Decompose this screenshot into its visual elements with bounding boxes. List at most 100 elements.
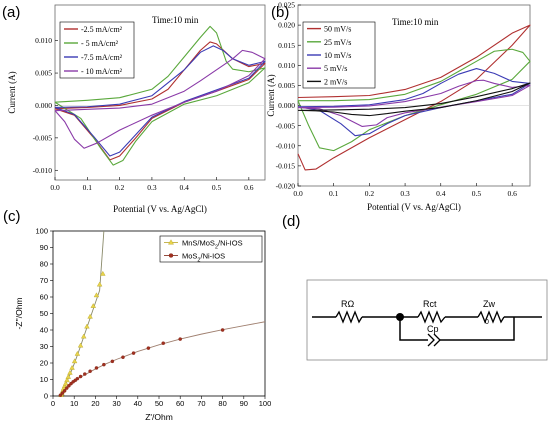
panel-c-point-series-2 [62,388,67,393]
label-rct: Rct [423,299,437,309]
panel-a-legend-label-2: - 5 mA/cm² [81,39,119,48]
panel-a-xtick-label: 0.5 [212,183,222,192]
panel-c-point-series-2 [102,362,106,367]
panel-c-point-series-1 [67,369,73,375]
panel-a-series-line-3 [54,45,266,157]
panel-c-point-series-1 [65,374,72,379]
panel-c-xtick-label: 20 [91,399,99,408]
panel-b-legend-label-3: 10 mV/s [324,51,351,60]
label-zw-sub: 0 [485,319,489,326]
resistor-r-ohm [335,310,363,324]
panel-c-point-series-1 [64,377,70,383]
panel-c-point-series-1 [84,323,90,329]
panel-a-xtick-label: 0.2 [115,183,125,192]
panel-a-xtick-label: 0.4 [180,183,190,192]
panel-c-legend-swatch-1 [168,239,174,245]
panel-c-point-series-2 [121,355,125,359]
panel-b-legend-label-2: 25 mV/s [324,38,351,47]
panel-c-ylabel: -Z''/Ohm [14,297,24,329]
panel-c-ytick-label: 10 [40,375,48,384]
panel-a-legend-label-3: -7.5 mA/cm² [81,53,123,62]
panel-b-series-line-2 [297,48,531,152]
panel-c-point-series-2 [131,351,136,355]
panel-c-ytick-label: 60 [40,293,48,302]
panel-a: (a) 0.0 0.1 0.2 0.3 0.4 0.5 0.6 -0.010 -0.005 0.0… [2,4,266,214]
panel-c-ytick-label: 30 [40,342,48,351]
panel-c-point-series-1 [74,350,81,356]
cp-branch-left [399,317,428,341]
panel-b-series-line-1 [297,24,531,171]
panel-b-ytick-label: -0.015 [276,161,296,170]
panel-c-ytick-label: 50 [40,309,48,318]
panel-c-point-series-1 [100,270,106,276]
panel-c-xtick-label: 30 [112,399,120,408]
panel-c-label: (c) [3,208,21,225]
panel-a-ytick-label: -0.005 [33,133,53,142]
panel-c-legend-label-1: MnS/MoS2/Ni-IOS [182,239,243,251]
panel-c-point-series-2 [88,369,92,373]
panel-c-point-series-2 [67,384,71,388]
panel-a-ytick-label: 0.000 [35,101,52,110]
panel-c-ytick-label: 0 [44,392,48,401]
panel-b: (b) 0.0 0.1 0.2 0.3 0.4 0.5 0.6 -0.020 -0.015 -0.… [266,1,531,212]
panel-a-xtick-label: 0.6 [244,183,254,192]
panel-c-point-series-1 [87,313,93,319]
panel-b-xtick-label: 0.4 [436,189,446,198]
panel-c: (c) 0 10 20 30 40 50 60 70 80 90 100 0 10 20 30 40 50 60 7… [3,208,271,422]
panel-c-point-series-1 [80,333,87,339]
panel-a-legend-label-1: -2.5 mA/cm² [81,25,123,34]
panel-b-ytick-label: -0.005 [276,121,296,130]
panel-a-xtick-label: 0.0 [50,183,60,192]
panel-c-xtick-label: 70 [197,399,205,408]
panel-b-series-line-4 [297,79,531,128]
panel-a-xlabel: Potential (V vs. Ag/AgCl) [113,204,207,214]
panel-c-ytick-label: 80 [40,260,48,269]
panel-c-point-series-1 [90,303,97,308]
panel-c-point-series-2 [110,359,115,364]
panel-a-xtick-label: 0.3 [147,183,157,192]
panel-c-point-series-1 [69,364,75,370]
panel-c-xtick-label: 60 [176,399,184,408]
panel-c-legend-swatch-2 [168,253,174,258]
panel-c-ytick-label: 40 [40,326,48,335]
panel-b-ytick-label: 0.015 [278,41,295,50]
panel-a-series-line-2 [54,25,266,166]
panel-a-series-line-1 [54,41,266,161]
panel-c-point-series-2 [75,376,80,381]
panel-c-point-series-1 [71,358,78,364]
panel-a-annotation: Time:10 min [152,15,199,25]
panel-b-legend-label-4: 5 mV/s [324,64,347,73]
panel-a-ylabel: Current (A) [7,71,17,113]
panel-c-point-series-1 [62,380,69,386]
panel-d: (d) RΩ Rct Zw 0 Cp [282,213,548,361]
label-r-ohm: RΩ [341,299,354,309]
panel-a-legend-label-4: - 10 mA/cm² [81,67,123,76]
cpe-symbol-left [427,333,435,347]
panel-c-point-series-1 [96,281,103,287]
panel-c-point-series-2 [161,341,165,345]
panel-a-ytick-label: -0.010 [33,166,53,175]
panel-c-point-series-2 [83,372,87,376]
panel-a-ytick-label: 0.005 [35,69,52,78]
panel-b-ytick-label: 0.025 [278,1,295,10]
panel-b-xlabel: Potential (V vs. Ag/AgCl) [367,202,461,212]
panel-c-point-series-2 [146,346,151,350]
panel-d-label: (d) [282,213,300,230]
panel-b-xtick-label: 0.3 [400,189,410,198]
panel-c-xtick-label: 0 [51,399,55,408]
panel-c-legend-label-2: MoS2/Ni-IOS [182,252,225,264]
panel-b-ytick-label: 0.010 [278,61,295,70]
panel-b-ytick-label: 0.000 [278,101,295,110]
panel-c-ytick-label: 90 [40,243,48,252]
cp-branch-right [440,317,515,341]
panel-b-annotation: Time:10 min [392,17,439,27]
panel-c-point-series-2 [60,391,65,395]
warburg-element [477,310,505,324]
panel-b-series-line-5 [297,82,531,117]
circuit-frame [306,279,548,361]
panel-b-xtick-label: 0.0 [293,189,303,198]
panel-c-ytick-label: 70 [40,276,48,285]
panel-a-ytick-label: 0.010 [35,36,52,45]
panel-c-point-series-1 [77,342,84,348]
